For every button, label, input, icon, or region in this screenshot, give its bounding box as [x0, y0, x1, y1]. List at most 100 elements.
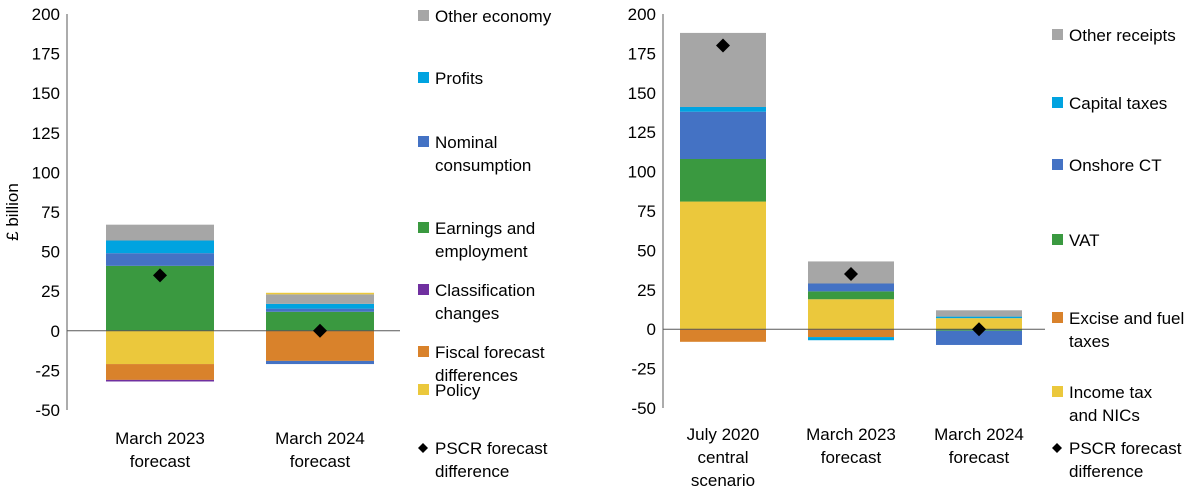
panel2-ytick-label: 0 — [647, 320, 656, 339]
panel1-category-label: March 2024 — [275, 429, 365, 448]
panel2-category-label: forecast — [821, 448, 882, 467]
panel2-category-label: March 2024 — [934, 425, 1024, 444]
panel2-legend-swatch-other-receipts — [1052, 29, 1063, 40]
panel2-legend-label: VAT — [1069, 231, 1100, 250]
panel1-bar-segment-nominal-consumption — [106, 253, 214, 266]
panel2-ytick-label: 175 — [628, 44, 656, 63]
panel1-bar-segment-extra-positive — [266, 292, 374, 295]
panel1-pscr-marker — [153, 268, 167, 283]
panel2-legend-label: Onshore CT — [1069, 156, 1162, 175]
panel2-ytick-label: 50 — [637, 241, 656, 260]
panel2-bar-segment-income-tax-and-nics — [808, 299, 894, 330]
panel2-legend-label: Capital taxes — [1069, 94, 1167, 113]
panel2-legend-swatch-vat — [1052, 234, 1063, 245]
panel2-bar-segment-onshore-ct — [680, 111, 766, 159]
panel2-legend-swatch-income-tax-and-nics — [1052, 386, 1063, 397]
panel2-bar-segment-income-tax-and-nics — [680, 201, 766, 330]
panel1-bar-segment-fiscal-forecast-differences — [106, 364, 214, 380]
panel2-category-label: scenario — [691, 471, 755, 490]
panel1-legend-label: Earnings and — [435, 219, 535, 238]
panel1-legend-swatch-other-economy — [418, 10, 429, 21]
panel1-ytick-label: 0 — [51, 322, 60, 341]
panel1-ytick-label: 50 — [41, 243, 60, 262]
panel1-bar-segment-nominal-consumption — [266, 308, 374, 312]
panel2-category-label: July 2020 — [687, 425, 760, 444]
panel1-y-axis-label: £ billion — [3, 183, 22, 241]
panel1-ytick-label: 75 — [41, 203, 60, 222]
panel2-legend-label: PSCR forecast — [1069, 439, 1182, 458]
panel2-bar-segment-vat — [808, 291, 894, 300]
panel1-legend-marker-icon — [418, 443, 428, 453]
panel1-legend-swatch-fiscal-forecast-differences — [418, 346, 429, 357]
panel2-pscr-marker — [716, 38, 730, 53]
panel1-legend-label: Profits — [435, 69, 483, 88]
panel2-bar-segment-onshore-ct — [936, 330, 1022, 345]
panel1-category-label: forecast — [130, 452, 191, 471]
panel1-bar-segment-extra-negative — [266, 360, 374, 365]
panel1-legend-label: differences — [435, 366, 518, 385]
panel2-bar-segment-capital-taxes — [680, 106, 766, 112]
panel1-bar-segment-other-economy — [106, 224, 214, 241]
panel2-ytick-label: 125 — [628, 123, 656, 142]
panel1-bar-segment-profits — [266, 303, 374, 309]
panel2-pscr-marker — [844, 267, 858, 282]
panel2-bar-segment-extra-negative — [808, 337, 894, 341]
panel2-ytick-label: 25 — [637, 281, 656, 300]
panel2-ytick-label: 100 — [628, 163, 656, 182]
panel1-legend-swatch-nominal-consumption — [418, 136, 429, 147]
panel1-legend-label: consumption — [435, 156, 531, 175]
panel2-legend-label: taxes — [1069, 332, 1110, 351]
panel2-bar-segment-onshore-ct — [808, 283, 894, 292]
panel2-legend-label: Excise and fuel — [1069, 309, 1184, 328]
panel2-bar-segment-excise-and-fuel-taxes — [808, 329, 894, 338]
panel1-pscr-marker — [313, 323, 327, 338]
panel1-legend-swatch-profits — [418, 72, 429, 83]
panel1-legend-label: Classification — [435, 281, 535, 300]
panel1-legend-swatch-classification-changes — [418, 284, 429, 295]
panel2-legend-swatch-onshore-ct — [1052, 159, 1063, 170]
panel1-legend-label: Fiscal forecast — [435, 343, 545, 362]
panel2-bar-segment-other-receipts — [936, 310, 1022, 317]
panel1-legend-label: Policy — [435, 381, 481, 400]
panel2-legend-label: Other receipts — [1069, 26, 1176, 45]
panel2-bar-segment-capital-taxes — [936, 316, 1022, 319]
panel1-ytick-label: 125 — [32, 124, 60, 143]
panel1-bar-segment-policy — [106, 330, 214, 365]
panel2-bar-segment-excise-and-fuel-taxes — [680, 329, 766, 342]
panel1-ytick-label: -25 — [35, 361, 60, 380]
panel1-legend-swatch-earnings-and-employment — [418, 222, 429, 233]
panel1-ytick-label: 100 — [32, 163, 60, 182]
panel1-category-label: forecast — [290, 452, 351, 471]
panel2-bar-segment-vat — [680, 158, 766, 202]
panel1-ytick-label: -50 — [35, 401, 60, 420]
panel1-legend-swatch-policy — [418, 384, 429, 395]
panel2-ytick-label: 200 — [628, 5, 656, 24]
panel1-bar-segment-earnings-and-employment — [266, 311, 374, 331]
panel1-legend-label: difference — [435, 462, 509, 481]
panel2-legend-label: difference — [1069, 462, 1143, 481]
panel2-pscr-marker — [972, 322, 986, 337]
panel1-ytick-label: 25 — [41, 282, 60, 301]
panel2-ytick-label: 150 — [628, 84, 656, 103]
panel2-category-label: forecast — [949, 448, 1010, 467]
panel2-ytick-label: -50 — [631, 399, 656, 418]
panel1-bar-segment-profits — [106, 240, 214, 254]
panel1-bar-segment-classification-changes — [106, 379, 214, 382]
panel1-category-label: March 2023 — [115, 429, 205, 448]
panel1-legend-label: Nominal — [435, 133, 497, 152]
panel2-legend-label: and NICs — [1069, 406, 1140, 425]
panel1-bar-segment-other-economy — [266, 294, 374, 304]
panel2-ytick-label: -25 — [631, 360, 656, 379]
panel1-ytick-label: 175 — [32, 45, 60, 64]
panel1-legend-label: Other economy — [435, 7, 552, 26]
panel2-legend-swatch-excise-and-fuel-taxes — [1052, 312, 1063, 323]
panel1-legend-label: employment — [435, 242, 528, 261]
panel1-ytick-label: 200 — [32, 5, 60, 24]
panel2-legend-label: Income tax — [1069, 383, 1153, 402]
panel2-legend-swatch-capital-taxes — [1052, 97, 1063, 108]
panel2-category-label: central — [697, 448, 748, 467]
panel2-ytick-label: 75 — [637, 202, 656, 221]
panel2-legend-marker-icon — [1052, 443, 1062, 453]
